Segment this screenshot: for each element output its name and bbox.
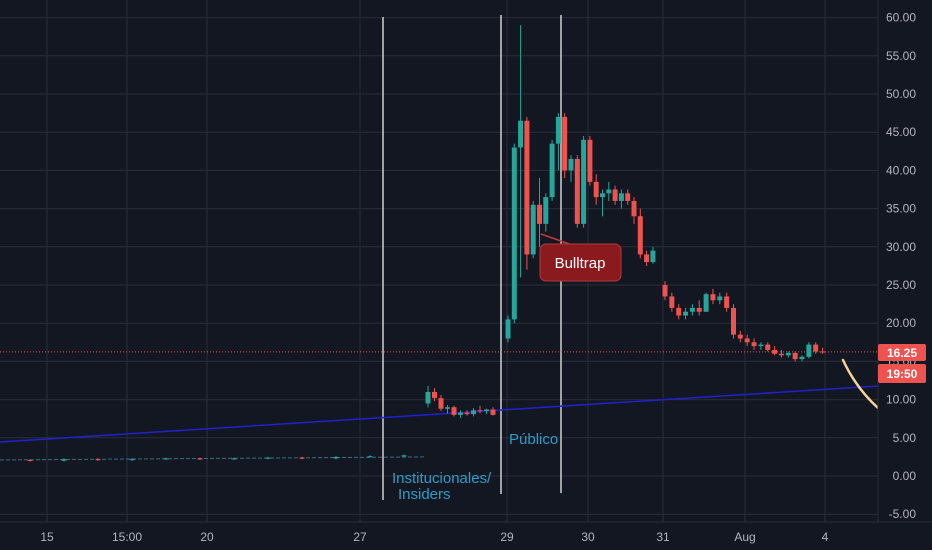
candle [506,316,511,343]
countdown-label: 19:50 [887,367,918,381]
price-tick-label: 50.00 [886,87,916,101]
price-tick-label: 60.00 [886,11,916,25]
time-tick-label: 4 [822,530,829,544]
candle [587,136,592,186]
candle [581,136,586,228]
price-tick-label: 45.00 [886,125,916,139]
annotation-insiders: Insiders [398,486,451,503]
candle [512,144,517,324]
candle [575,155,580,228]
price-tick-label: 0.00 [893,469,917,483]
bulltrap-label: Bulltrap [555,255,606,272]
candle [524,117,529,270]
price-tick-label: 5.00 [893,431,917,445]
candle [704,293,709,312]
candle [452,406,457,417]
annotation-publico: Público [509,431,558,448]
price-tick-label: -5.00 [889,507,917,521]
candle [531,201,536,258]
candle [731,304,736,338]
candle [550,140,555,201]
price-axis[interactable]: 60.00 55.00 50.00 45.00 40.00 35.00 30.00 25.00… [878,0,932,522]
time-tick-label: 15 [40,530,54,544]
time-tick-label: 27 [353,530,367,544]
time-axis[interactable]: 15 15:00 20 27 29 30 31 Aug 4 [0,522,932,550]
price-tick-label: 40.00 [886,163,916,177]
annotation-institucionales: Institucionales/ [392,470,492,487]
price-tick-label: 35.00 [886,202,916,216]
time-tick-label: 15:00 [112,530,142,544]
price-tick-label: 55.00 [886,49,916,63]
candle [806,342,811,358]
price-tick-label: 30.00 [886,240,916,254]
price-tick-label: 25.00 [886,278,916,292]
price-tick-label: 10.00 [886,393,916,407]
current-price-label: 16.25 [887,346,917,360]
candle [562,113,567,178]
time-tick-label: 30 [581,530,595,544]
time-tick-label: Aug [734,530,755,544]
time-tick-label: 20 [200,530,214,544]
time-tick-label: 31 [656,530,670,544]
time-tick-label: 29 [500,530,514,544]
price-tick-label: 20.00 [886,316,916,330]
